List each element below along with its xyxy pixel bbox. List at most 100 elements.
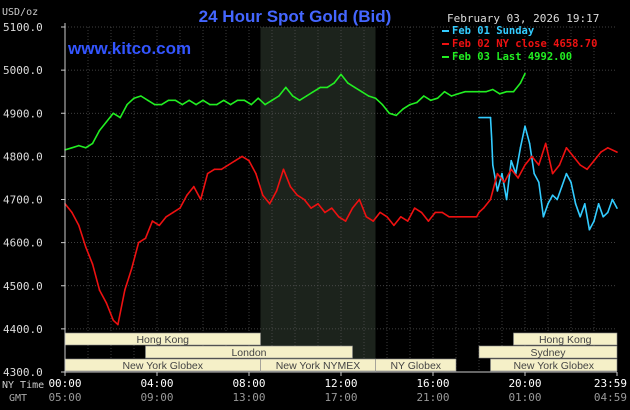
data-point <box>333 82 335 84</box>
data-point <box>455 215 457 218</box>
x-tick-label-ny: 04:00 <box>140 377 173 390</box>
data-point <box>607 211 609 214</box>
y-tick-label: 4700.0 <box>3 194 43 207</box>
data-point <box>310 207 312 209</box>
data-point <box>556 198 558 201</box>
data-point <box>278 95 280 97</box>
data-point <box>524 164 526 166</box>
data-point <box>531 155 533 158</box>
data-point <box>91 142 94 145</box>
data-point <box>172 211 174 214</box>
data-point <box>264 103 266 106</box>
data-point <box>112 319 115 322</box>
data-point <box>91 263 94 265</box>
data-point <box>496 172 499 175</box>
data-point <box>611 198 614 201</box>
y-tick-label: 4400.0 <box>3 323 43 336</box>
data-point <box>347 82 349 84</box>
data-point <box>501 172 503 175</box>
data-point <box>241 155 243 158</box>
data-point <box>112 112 115 115</box>
y-tick-label: 4800.0 <box>3 150 43 163</box>
data-point <box>268 203 271 205</box>
data-point <box>565 146 568 149</box>
data-point <box>482 207 485 209</box>
data-point <box>285 86 287 89</box>
series-line-3 <box>64 73 526 151</box>
data-point <box>579 215 581 218</box>
data-point <box>528 142 531 145</box>
data-point <box>188 99 190 102</box>
data-point <box>579 164 581 166</box>
session-label: Sydney <box>530 347 566 359</box>
data-point <box>358 198 361 201</box>
legend-entry: Feb 03 Last 4992.00 <box>452 51 572 63</box>
data-point <box>257 97 260 99</box>
data-point <box>179 207 181 209</box>
data-point <box>429 99 432 102</box>
data-point <box>379 211 381 214</box>
ny-time-label: NY Time <box>2 380 44 391</box>
data-point <box>478 116 480 119</box>
data-point <box>492 164 494 166</box>
data-point <box>186 194 188 196</box>
x-tick-label-ny: 08:00 <box>232 377 265 390</box>
data-point <box>517 177 519 179</box>
x-tick-label-ny: 00:00 <box>48 377 81 390</box>
timestamp: February 03, 2026 19:17 <box>447 12 599 25</box>
data-point <box>496 190 499 192</box>
session-box <box>145 345 353 359</box>
data-point <box>144 237 147 240</box>
data-point <box>512 90 515 93</box>
data-point <box>220 168 223 171</box>
data-point <box>119 116 121 119</box>
data-point <box>406 220 409 222</box>
data-point <box>409 103 411 106</box>
x-tick-label-ny: 20:00 <box>508 377 541 390</box>
x-tick-label-gmt: 21:00 <box>416 391 449 404</box>
data-point <box>367 95 370 97</box>
data-point <box>140 95 142 97</box>
data-point <box>340 73 342 76</box>
data-point <box>236 99 239 102</box>
data-point <box>289 185 292 188</box>
series-line-2 <box>64 142 618 326</box>
data-point <box>262 194 264 196</box>
data-point <box>462 215 464 218</box>
y-tick-label: 4300.0 <box>3 366 43 379</box>
data-point <box>464 90 467 93</box>
data-point <box>485 90 487 93</box>
data-point <box>588 228 591 231</box>
data-point <box>248 159 250 162</box>
data-point <box>324 211 326 214</box>
data-point <box>331 207 333 209</box>
session-label: NY Globex <box>390 360 441 372</box>
x-tick-label-gmt: 01:00 <box>508 391 541 404</box>
session-label: New York Globex <box>122 360 203 372</box>
data-point <box>478 90 480 93</box>
data-point <box>434 211 437 214</box>
data-point <box>167 99 170 102</box>
data-point <box>469 215 471 218</box>
data-point <box>84 246 87 248</box>
data-point <box>416 101 418 104</box>
data-point <box>519 82 522 84</box>
y-tick-label: 4900.0 <box>3 107 43 120</box>
data-point <box>344 220 347 222</box>
chart-title: 24 Hour Spot Gold (Bid) <box>199 7 392 26</box>
data-point <box>490 138 493 140</box>
x-tick-label-gmt: 13:00 <box>232 391 265 404</box>
data-point <box>130 267 133 270</box>
data-point <box>586 168 588 171</box>
data-point <box>450 95 453 97</box>
data-point <box>510 159 512 162</box>
data-point <box>206 172 209 175</box>
data-point <box>597 203 600 205</box>
data-point <box>160 103 163 106</box>
data-point <box>423 95 425 97</box>
data-point <box>195 103 197 106</box>
data-point <box>216 103 218 106</box>
data-point <box>542 215 545 218</box>
unit-label: USD/oz <box>2 7 38 18</box>
session-label: New York Globex <box>513 360 594 372</box>
